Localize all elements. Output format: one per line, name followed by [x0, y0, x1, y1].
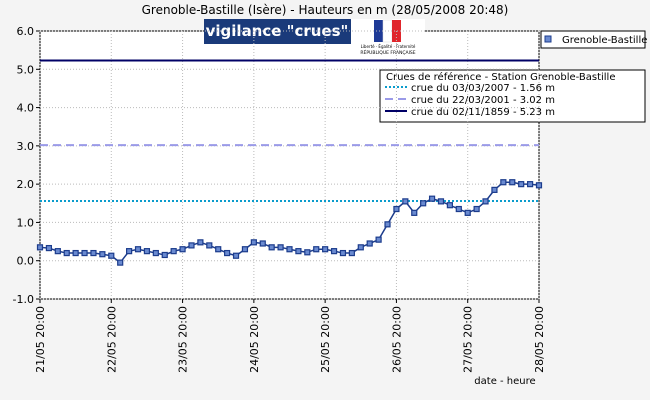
reference-label: crue du 22/03/2001 - 3.02 m — [411, 95, 555, 106]
data-point — [161, 251, 168, 259]
data-point — [250, 239, 257, 246]
x-tick-label: 22/05 20:00 — [105, 306, 118, 373]
x-tick-label: 23/05 20:00 — [177, 306, 190, 373]
data-point — [437, 198, 445, 205]
data-point — [99, 251, 106, 258]
data-point — [143, 248, 151, 255]
data-point — [357, 244, 364, 251]
data-point — [170, 248, 177, 255]
data-point — [188, 242, 195, 249]
data-point — [81, 249, 88, 257]
chart-title: Grenoble-Bastille (Isère) - Hauteurs en … — [142, 3, 509, 17]
x-tick-label: 24/05 20:00 — [248, 306, 261, 373]
y-tick-label: 4.0 — [17, 102, 35, 115]
data-point — [179, 246, 186, 253]
y-tick-label: 3.0 — [17, 140, 35, 153]
data-point — [304, 249, 311, 256]
y-tick-label: -1.0 — [13, 293, 34, 306]
y-tick-label: 6.0 — [17, 25, 35, 38]
data-point — [232, 252, 240, 259]
logo-motto: Liberté · Égalité · Fraternité — [361, 44, 416, 49]
data-point — [518, 181, 525, 188]
data-point — [339, 249, 347, 257]
legend-marker — [544, 35, 552, 43]
legend-label: Grenoble-Bastille — [562, 35, 647, 46]
data-point — [108, 252, 115, 259]
data-point — [535, 182, 543, 189]
flag-blue — [374, 20, 383, 42]
data-point — [54, 248, 61, 255]
x-tick-label: 28/05 20:00 — [533, 306, 546, 373]
data-point — [402, 198, 409, 205]
data-point — [36, 244, 44, 251]
reference-box — [379, 69, 646, 123]
data-point — [313, 246, 320, 253]
data-point — [277, 244, 284, 251]
data-point — [526, 181, 534, 188]
flag-white — [382, 19, 393, 43]
data-point — [491, 186, 498, 193]
data-point — [206, 242, 213, 249]
data-point — [330, 248, 338, 255]
data-point — [509, 179, 516, 186]
data-point — [500, 179, 507, 186]
x-tick-label: 27/05 20:00 — [462, 306, 475, 373]
data-point — [482, 198, 489, 205]
data-point — [286, 246, 293, 253]
data-point — [197, 239, 204, 246]
data-point — [366, 240, 373, 247]
data-point — [126, 248, 133, 255]
y-tick-label: 1.0 — [17, 216, 35, 229]
data-point — [446, 202, 453, 209]
reference-label: crue du 03/03/2007 - 1.56 m — [411, 83, 555, 94]
data-point — [259, 240, 266, 247]
reference-label: crue du 02/11/1859 - 5.23 m — [411, 107, 555, 118]
data-point — [464, 209, 471, 216]
data-point — [411, 209, 418, 216]
x-tick-label: 25/05 20:00 — [319, 306, 332, 373]
data-point — [45, 244, 53, 252]
data-point — [384, 221, 391, 228]
y-tick-label: 5.0 — [17, 63, 35, 76]
data-point — [348, 249, 355, 257]
data-point — [72, 249, 79, 257]
logo-republic: RÉPUBLIQUE FRANÇAISE — [360, 48, 415, 56]
data-point — [152, 249, 159, 257]
data-point — [322, 246, 329, 253]
data-point — [134, 246, 142, 253]
x-tick-label: 21/05 20:00 — [34, 306, 47, 373]
data-point — [117, 259, 124, 266]
data-point — [420, 200, 427, 207]
data-point — [473, 205, 480, 213]
data-point — [295, 248, 302, 255]
data-point — [215, 246, 222, 253]
x-tick-label: 26/05 20:00 — [390, 306, 403, 373]
data-point — [224, 249, 231, 257]
legend-box — [540, 30, 646, 49]
y-tick-label: 0.0 — [17, 255, 35, 268]
data-point — [393, 205, 400, 213]
data-point — [455, 205, 462, 213]
data-point — [428, 195, 436, 202]
data-point — [90, 249, 97, 257]
x-axis-label: date - heure — [474, 376, 535, 387]
y-tick-label: 2.0 — [17, 178, 35, 191]
data-point — [268, 244, 275, 251]
data-point — [63, 249, 70, 257]
reference-title: Crues de référence - Station Grenoble-Ba… — [386, 71, 615, 83]
data-point — [375, 236, 382, 243]
data-point — [241, 246, 249, 253]
